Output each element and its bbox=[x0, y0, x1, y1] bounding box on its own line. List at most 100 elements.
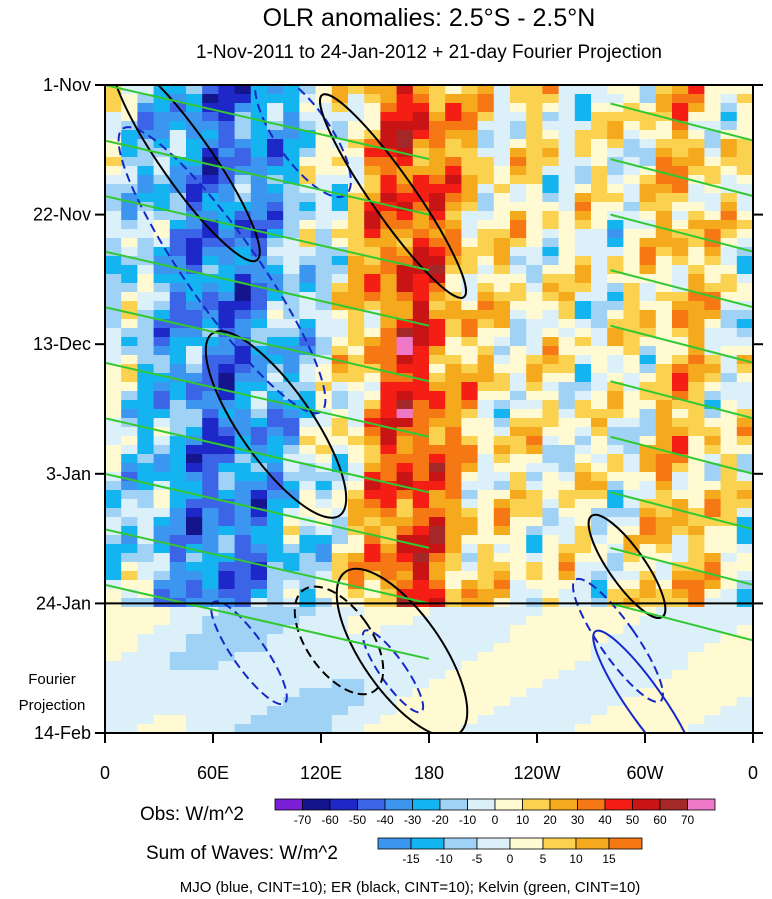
heatmap-cell bbox=[412, 634, 430, 644]
heatmap-cell bbox=[623, 427, 641, 437]
heatmap-cell bbox=[234, 175, 252, 185]
heatmap-cell bbox=[218, 679, 236, 689]
heatmap-cell bbox=[688, 292, 705, 302]
heatmap-cell bbox=[493, 346, 511, 356]
heatmap-cell bbox=[477, 121, 495, 131]
heatmap-cell bbox=[267, 274, 284, 284]
heatmap-cell bbox=[137, 508, 155, 518]
heatmap-cell bbox=[153, 193, 171, 203]
heatmap-cell bbox=[105, 337, 122, 347]
heatmap-cell bbox=[234, 562, 252, 572]
heatmap-cell bbox=[234, 103, 252, 113]
heatmap-cell bbox=[655, 328, 673, 338]
heatmap-cell bbox=[153, 391, 171, 401]
heatmap-cell bbox=[380, 229, 398, 239]
heatmap-cell bbox=[137, 517, 155, 527]
heatmap-cell bbox=[493, 688, 511, 698]
heatmap-cell bbox=[607, 418, 624, 428]
heatmap-cell bbox=[607, 571, 624, 581]
heatmap-cell bbox=[348, 274, 365, 284]
heatmap-cell bbox=[493, 607, 511, 617]
heatmap-cell bbox=[445, 481, 462, 491]
heatmap-cell bbox=[688, 526, 705, 536]
heatmap-cell bbox=[283, 139, 300, 149]
heatmap-cell bbox=[623, 499, 641, 509]
heatmap-cell bbox=[186, 427, 203, 437]
heatmap-cell bbox=[380, 121, 398, 131]
heatmap-cell bbox=[542, 310, 560, 320]
heatmap-cell bbox=[704, 310, 722, 320]
heatmap-cell bbox=[331, 103, 349, 113]
heatmap-cell bbox=[607, 616, 624, 626]
heatmap-cell bbox=[623, 184, 641, 194]
heatmap-cell bbox=[331, 472, 349, 482]
heatmap-cell bbox=[169, 724, 187, 733]
heatmap-cell bbox=[736, 418, 753, 428]
heatmap-cell bbox=[412, 481, 430, 491]
heatmap-cell bbox=[558, 220, 576, 230]
heatmap-cell bbox=[412, 256, 430, 266]
heatmap-cell bbox=[364, 535, 381, 545]
heatmap-cell bbox=[542, 436, 560, 446]
heatmap-cell bbox=[736, 148, 753, 158]
heatmap-cell bbox=[380, 328, 398, 338]
heatmap-cell bbox=[299, 310, 317, 320]
heatmap-cell bbox=[688, 220, 705, 230]
heatmap-cell bbox=[639, 184, 657, 194]
heatmap-cell bbox=[493, 616, 511, 626]
heatmap-cell bbox=[348, 418, 365, 428]
heatmap-cell bbox=[121, 283, 138, 293]
heatmap-cell bbox=[655, 652, 673, 662]
heatmap-cell bbox=[429, 580, 446, 590]
heatmap-cell bbox=[526, 103, 543, 113]
heatmap-cell bbox=[186, 328, 203, 338]
heatmap-cell bbox=[202, 400, 219, 410]
heatmap-cell bbox=[720, 508, 738, 518]
heatmap-cell bbox=[412, 715, 430, 725]
heatmap-cell bbox=[169, 535, 187, 545]
heatmap-cell bbox=[493, 454, 511, 464]
heatmap-cell bbox=[380, 157, 398, 167]
heatmap-cell bbox=[494, 733, 511, 743]
heatmap-cell bbox=[267, 562, 284, 572]
heatmap-cell bbox=[169, 562, 187, 572]
heatmap-cell bbox=[720, 292, 738, 302]
heatmap-cell bbox=[331, 211, 349, 221]
heatmap-cell bbox=[234, 202, 252, 212]
heatmap-cell bbox=[704, 346, 722, 356]
heatmap-cell bbox=[283, 355, 300, 365]
heatmap-cell bbox=[720, 103, 738, 113]
heatmap-cell bbox=[234, 688, 252, 698]
heatmap-cell bbox=[250, 301, 268, 311]
heatmap-cell bbox=[234, 634, 252, 644]
heatmap-cell bbox=[186, 166, 203, 176]
heatmap-cell bbox=[461, 508, 479, 518]
heatmap-cell bbox=[720, 184, 738, 194]
heatmap-cell bbox=[704, 139, 722, 149]
heatmap-cell bbox=[574, 535, 592, 545]
heatmap-cell bbox=[477, 607, 495, 617]
colorbar-tick-label: -20 bbox=[431, 813, 449, 827]
heatmap-cell bbox=[396, 490, 414, 500]
heatmap-cell bbox=[380, 238, 398, 248]
heatmap-cell bbox=[186, 589, 203, 599]
heatmap-cell bbox=[720, 661, 738, 671]
heatmap-cell bbox=[299, 103, 317, 113]
heatmap-cell bbox=[591, 337, 608, 347]
heatmap-cell bbox=[218, 319, 236, 329]
heatmap-cell bbox=[623, 85, 641, 95]
heatmap-cell bbox=[704, 238, 722, 248]
heatmap-cell bbox=[574, 157, 592, 167]
heatmap-cell bbox=[202, 211, 219, 221]
heatmap-cell bbox=[655, 589, 673, 599]
heatmap-cell bbox=[574, 166, 592, 176]
heatmap-cell bbox=[105, 553, 122, 563]
heatmap-cell bbox=[461, 436, 479, 446]
contour-line bbox=[105, 417, 430, 494]
heatmap-cell bbox=[736, 220, 753, 230]
heatmap-cell bbox=[412, 499, 430, 509]
heatmap-cell bbox=[607, 256, 624, 266]
heatmap-cell bbox=[153, 553, 171, 563]
heatmap-cell bbox=[526, 706, 543, 716]
heatmap-cell bbox=[283, 733, 300, 743]
